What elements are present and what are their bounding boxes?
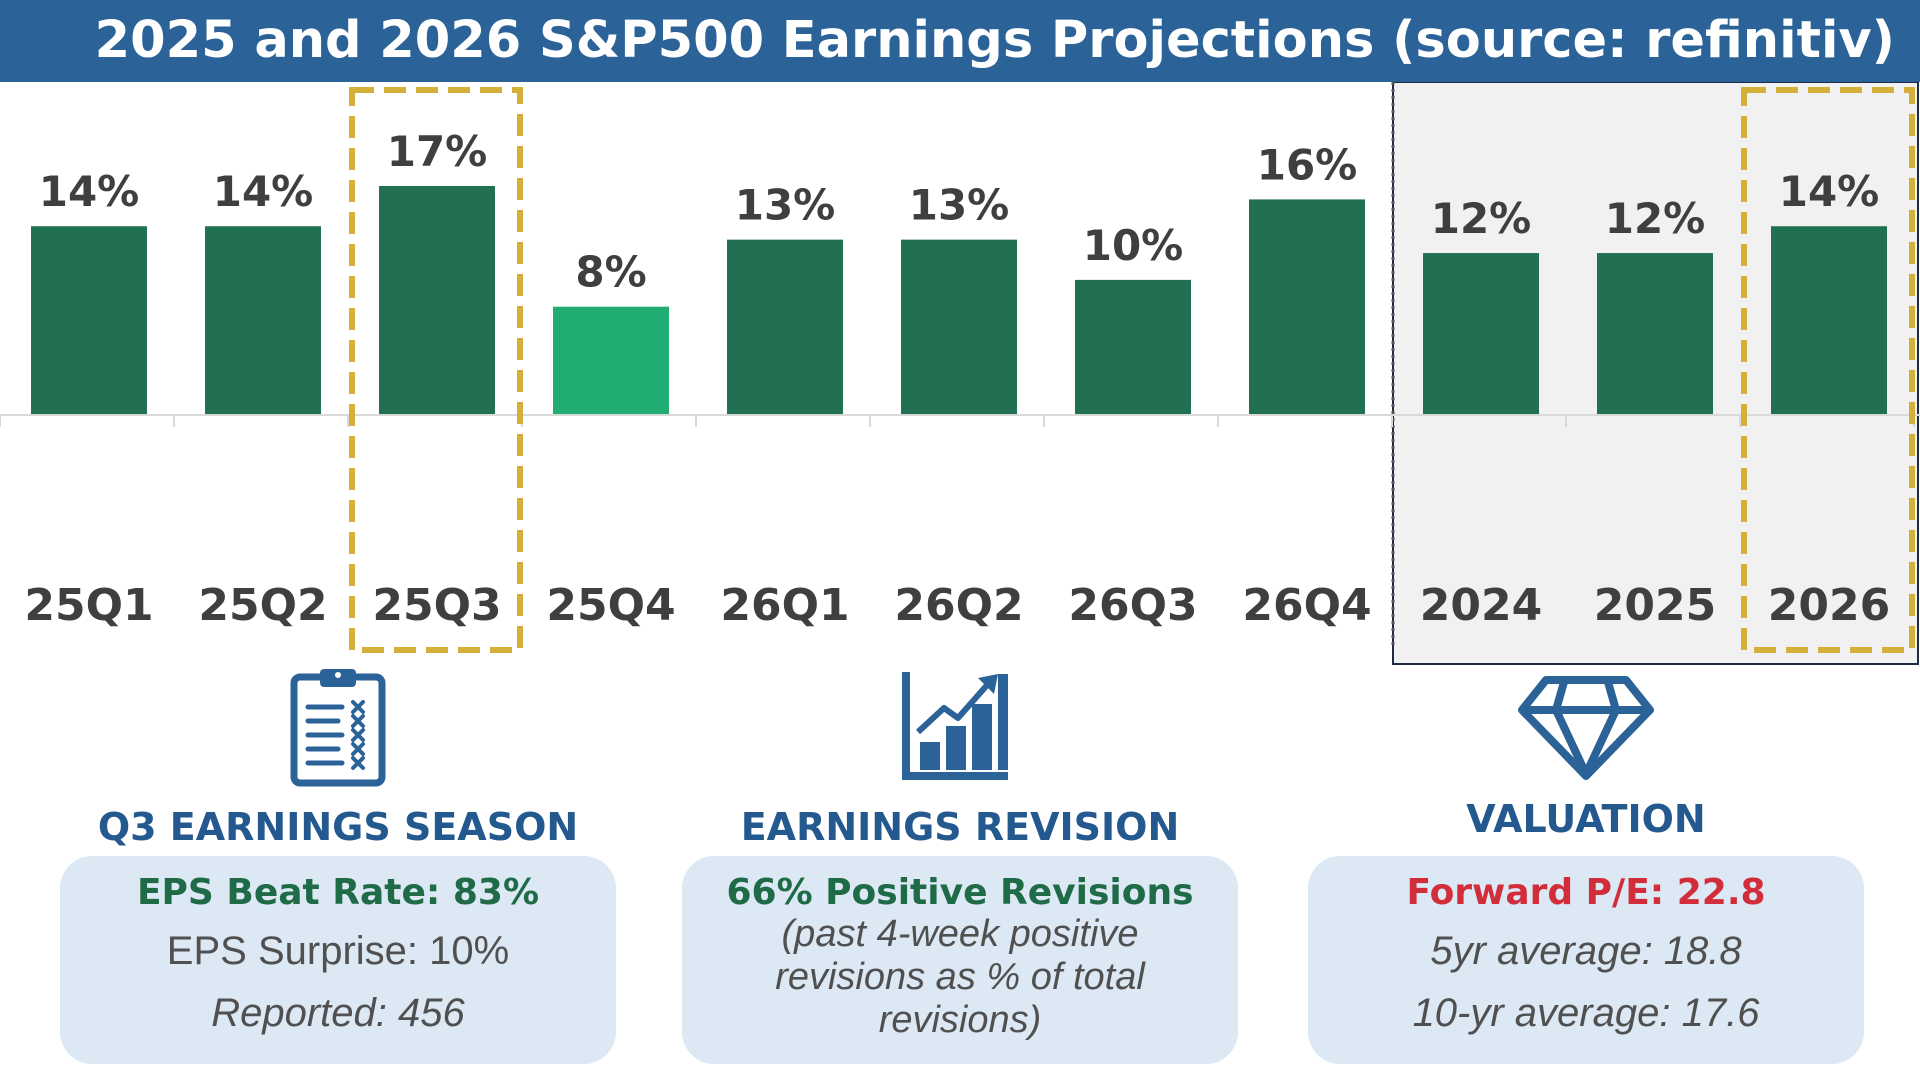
data-label-2024: 12% — [1431, 194, 1532, 243]
data-label-25Q2: 14% — [213, 167, 314, 216]
tick-label-25Q4: 25Q4 — [546, 580, 675, 631]
card-title-earnings-revision: EARNINGS REVISION — [740, 805, 1180, 849]
revisions-note-line-3: revisions) — [878, 999, 1042, 1041]
data-label-2026: 14% — [1779, 167, 1880, 216]
tick-label-26Q1: 26Q1 — [720, 580, 849, 631]
eps-beat-rate: EPS Beat Rate: 83% — [136, 872, 540, 913]
data-label-25Q1: 14% — [39, 167, 140, 216]
card-earnings-revision: 66% Positive Revisions (past 4-week posi… — [682, 856, 1238, 1064]
revisions-note-line-1: (past 4-week positive — [781, 913, 1139, 955]
tick-label-25Q3: 25Q3 — [372, 580, 501, 631]
data-label-26Q2: 13% — [909, 181, 1010, 230]
bar-25Q2 — [205, 226, 321, 414]
forward-pe: Forward P/E: 22.8 — [1406, 872, 1766, 913]
tick-label-25Q1: 25Q1 — [24, 580, 153, 631]
bar-26Q4 — [1249, 199, 1365, 414]
data-label-25Q3: 17% — [387, 127, 488, 176]
earnings-growth-chart: 14% 25Q1 14% 25Q2 17% 25Q3 8% 25Q4 13% 26Q1 13% 26Q… — [0, 82, 1920, 665]
bar-chart-growth-icon — [902, 672, 1008, 780]
bar-26Q2 — [901, 239, 1017, 414]
card-title-valuation: VALUATION — [1466, 797, 1706, 841]
data-label-26Q1: 13% — [735, 181, 836, 230]
tick-label-2026: 2026 — [1768, 580, 1890, 631]
card-q3-earnings-season: EPS Beat Rate: 83% EPS Surprise: 10% Rep… — [60, 856, 616, 1064]
data-label-26Q4: 16% — [1257, 140, 1358, 189]
five-year-average: 5yr average: 18.8 — [1430, 929, 1742, 973]
bar-26Q1 — [727, 239, 843, 414]
highlight-box-2026 — [1741, 87, 1915, 653]
highlight-box-25Q3 — [349, 87, 523, 653]
bar-26Q3 — [1075, 279, 1191, 414]
tick-label-25Q2: 25Q2 — [198, 580, 327, 631]
bar-25Q3 — [379, 186, 495, 414]
diamond-icon — [1518, 676, 1654, 780]
card-valuation: Forward P/E: 22.8 5yr average: 18.8 10-y… — [1308, 856, 1864, 1064]
bar-2024 — [1423, 253, 1539, 414]
tick-label-2024: 2024 — [1420, 580, 1542, 631]
data-label-2025: 12% — [1605, 194, 1706, 243]
data-label-26Q3: 10% — [1083, 221, 1184, 270]
reported-count: Reported: 456 — [211, 991, 465, 1035]
ten-year-average: 10-yr average: 17.6 — [1412, 991, 1760, 1035]
bar-2025 — [1597, 253, 1713, 414]
revisions-note-line-2: revisions as % of total — [775, 956, 1145, 998]
tick-label-26Q4: 26Q4 — [1242, 580, 1371, 631]
tick-label-26Q3: 26Q3 — [1068, 580, 1197, 631]
bar-25Q1 — [31, 226, 147, 414]
page-title: 2025 and 2026 S&P500 Earnings Projection… — [94, 11, 1895, 70]
tick-label-26Q2: 26Q2 — [894, 580, 1023, 631]
card-title-q3-earnings: Q3 EARNINGS SEASON — [97, 805, 579, 849]
positive-revisions: 66% Positive Revisions — [726, 872, 1194, 913]
clipboard-icon — [290, 669, 386, 787]
bar-25Q4 — [553, 306, 669, 414]
eps-surprise: EPS Surprise: 10% — [166, 929, 510, 973]
data-label-25Q4: 8% — [575, 248, 646, 297]
tick-label-2025: 2025 — [1594, 580, 1716, 631]
bar-2026 — [1771, 226, 1887, 414]
header-bar: 2025 and 2026 S&P500 Earnings Projection… — [0, 0, 1920, 82]
